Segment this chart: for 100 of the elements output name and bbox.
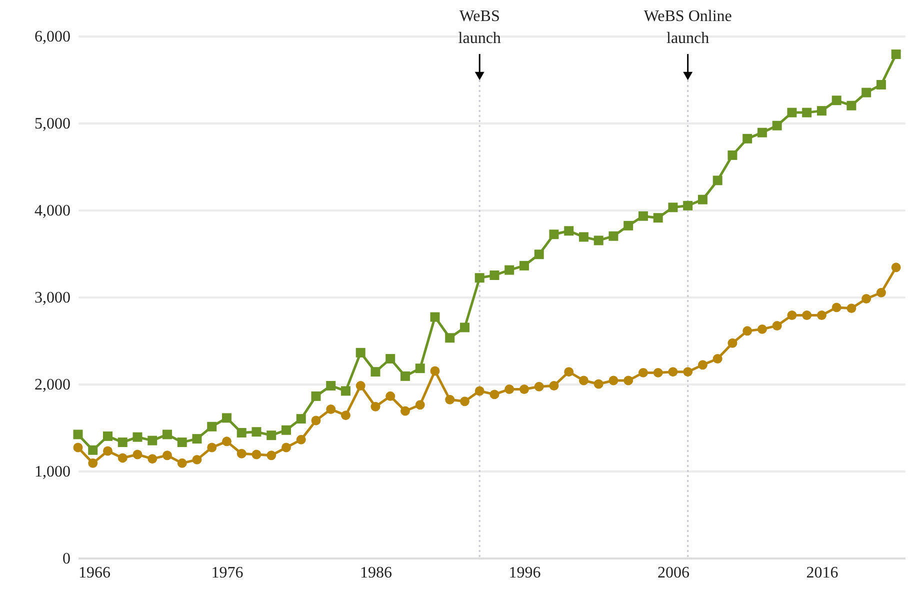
point (445, 333, 455, 343)
point (862, 294, 872, 304)
point (370, 367, 380, 377)
point (787, 310, 797, 320)
point (281, 425, 291, 435)
point (594, 236, 604, 246)
y-tick-label: 2,000 (34, 376, 70, 394)
point (683, 200, 693, 210)
point (549, 230, 559, 240)
point (772, 320, 782, 330)
point (162, 450, 172, 460)
point (340, 386, 350, 396)
point (266, 450, 276, 460)
point (311, 391, 321, 401)
point (787, 108, 797, 118)
point (653, 368, 663, 378)
point (356, 348, 366, 358)
point (88, 445, 98, 455)
point (236, 448, 246, 458)
point (474, 273, 484, 283)
point (177, 458, 187, 468)
point (311, 416, 321, 426)
x-tick-label: 1986 (360, 564, 392, 582)
ref-line-label: WeBS launch (458, 8, 501, 47)
y-tick-label: 0 (62, 550, 70, 568)
point (415, 364, 425, 374)
point (608, 376, 618, 386)
point (504, 265, 514, 275)
point (148, 436, 158, 446)
point (683, 367, 693, 377)
point (862, 88, 872, 98)
point (504, 384, 514, 394)
point (252, 450, 262, 460)
point (578, 376, 588, 386)
ref-line-label: WeBS Online launch (644, 8, 732, 47)
point (757, 324, 767, 334)
point (891, 262, 901, 272)
point (118, 453, 128, 463)
point (876, 288, 886, 298)
point (728, 338, 738, 348)
point (728, 150, 738, 160)
y-tick-label: 3,000 (34, 290, 70, 306)
point (712, 354, 722, 364)
point (222, 413, 232, 423)
point (846, 100, 856, 110)
point (757, 128, 767, 138)
y-tick-label: 1,000 (34, 464, 70, 480)
point (326, 380, 336, 390)
point (386, 354, 396, 364)
point (296, 414, 306, 424)
point (534, 382, 544, 392)
point (474, 386, 484, 396)
point (88, 458, 98, 468)
point (534, 250, 544, 260)
point (460, 396, 470, 406)
point (772, 120, 782, 130)
point (490, 390, 500, 400)
point (578, 232, 588, 242)
point (624, 220, 634, 230)
point (177, 438, 187, 448)
point (103, 431, 112, 441)
point (698, 360, 708, 370)
point (370, 402, 380, 412)
point (296, 434, 306, 444)
point (400, 406, 410, 416)
point (564, 226, 574, 236)
point (118, 438, 128, 448)
y-tick-label: 4,000 (34, 202, 70, 220)
point (668, 367, 678, 377)
x-tick-label: 1996 (508, 564, 541, 582)
point (846, 304, 856, 314)
point (624, 376, 634, 386)
point (594, 379, 604, 389)
point (802, 108, 812, 118)
point (430, 366, 440, 376)
point (832, 96, 842, 106)
point (266, 430, 276, 440)
x-tick-label: 1976 (211, 564, 244, 582)
point (207, 442, 217, 452)
point (252, 427, 262, 437)
point (460, 322, 470, 332)
point (192, 454, 202, 464)
point (519, 384, 529, 394)
x-tick-label: 2016 (806, 564, 838, 582)
point (876, 80, 886, 90)
point (207, 422, 217, 432)
point (742, 326, 752, 336)
point (816, 310, 826, 320)
y-tick-label: 5,000 (34, 116, 70, 132)
point (73, 442, 83, 452)
point (445, 394, 455, 404)
point (222, 436, 232, 446)
point (653, 213, 663, 223)
point (891, 50, 901, 60)
point (608, 231, 618, 241)
point (132, 450, 142, 460)
point (415, 400, 425, 410)
point (73, 430, 83, 440)
x-tick-label: 2006 (657, 564, 690, 582)
point (564, 367, 574, 377)
